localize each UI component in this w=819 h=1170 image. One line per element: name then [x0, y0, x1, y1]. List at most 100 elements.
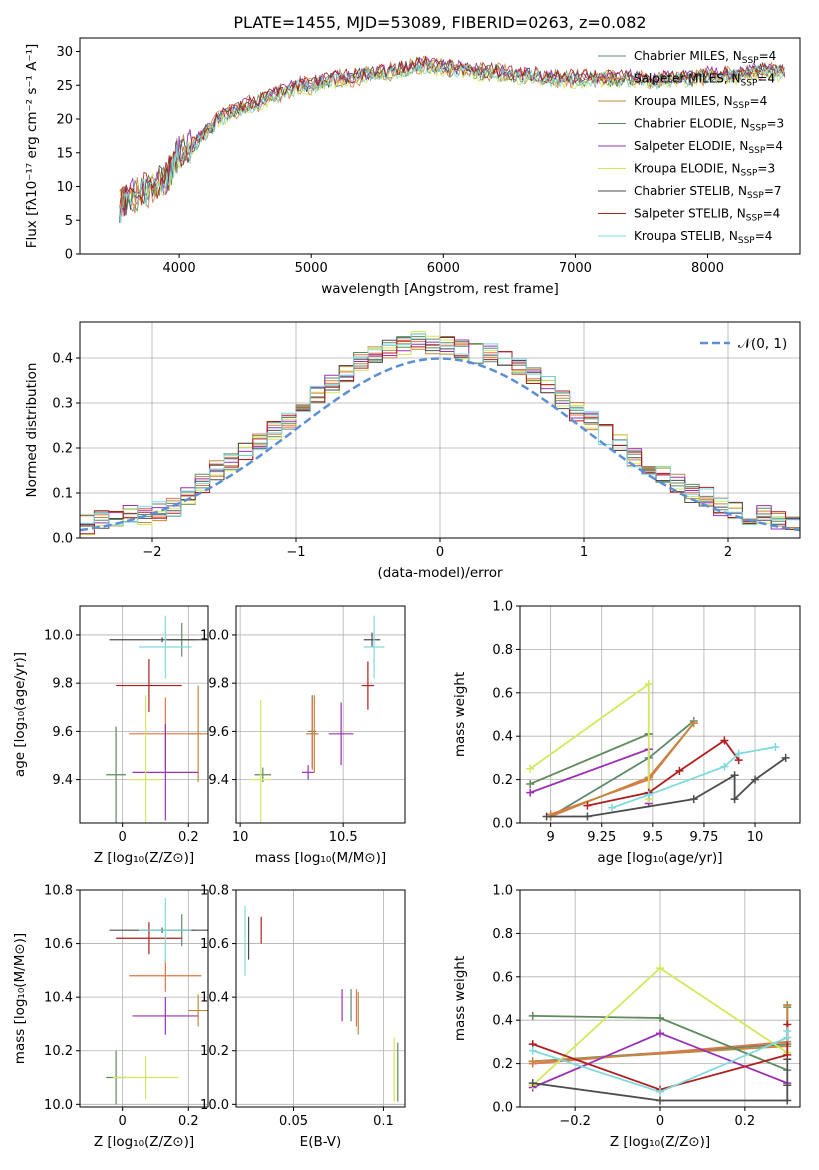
y-tick-label: 0.2 — [52, 442, 73, 457]
y-tick-label: 9.8 — [208, 677, 229, 692]
y-tick-label: 5 — [65, 214, 73, 229]
weight-point-cs — [528, 1079, 537, 1088]
y-tick-label: 9.8 — [52, 677, 73, 692]
age-weight-panel: 9 9.25 9.5 9.75 10 0.0 0.2 0.4 0.6 0.8 1.0 age [log… — [452, 600, 801, 866]
y-tick-label: 0 — [65, 248, 73, 263]
z-mass-xlabel: Z [log₁₀(Z/Z⊙)] — [94, 1134, 194, 1150]
weight-point-ks — [607, 803, 616, 812]
weight-point-cs — [730, 795, 739, 804]
y-tick-label: 10.8 — [44, 884, 73, 899]
y-tick-label: 10 — [56, 180, 73, 195]
x-tick-label: 9.25 — [587, 830, 616, 845]
y-tick-label: 10.0 — [200, 628, 229, 643]
y-tick-label: 0.6 — [492, 686, 513, 701]
y-tick-label: 9.6 — [208, 725, 229, 740]
x-tick-label: 1 — [580, 545, 588, 560]
y-tick-label: 0.8 — [492, 927, 513, 942]
y-tick-label: 0.4 — [52, 352, 73, 367]
y-tick-label: 0.1 — [52, 487, 73, 502]
y-tick-label: 9.6 — [52, 725, 73, 740]
x-tick-label: 9.5 — [643, 830, 664, 845]
axes-frame — [235, 889, 406, 1108]
x-tick-label: 0 — [119, 830, 127, 845]
y-tick-label: 30 — [56, 45, 73, 60]
legend-label-km: Kroupa MILES, NSSP=4 — [634, 94, 767, 111]
histogram-ks — [80, 333, 800, 526]
y-tick-label: 10.2 — [200, 1044, 229, 1059]
z-weight-panel: −0.2 0 0.2 0.0 0.2 0.4 0.6 0.8 1.0 Z [log₁₀(Z/Z⊙)… — [452, 884, 801, 1150]
legend-label-ce: Chabrier ELODIE, NSSP=3 — [634, 117, 784, 134]
normal-curve — [80, 357, 800, 532]
axes-frame — [519, 605, 801, 824]
weight-point-ss — [720, 736, 729, 745]
legend-label-normal: 𝒩(0, 1) — [738, 336, 787, 352]
y-tick-label: 0.6 — [492, 970, 513, 985]
y-tick-label: 9.4 — [52, 773, 73, 788]
x-tick-label: 2 — [724, 545, 732, 560]
residuals-legend: 𝒩(0, 1) — [700, 336, 787, 352]
y-tick-label: 0.2 — [492, 773, 513, 788]
y-tick-label: 0.4 — [492, 730, 513, 745]
weight-point-ce — [656, 1014, 664, 1023]
weight-point-se — [656, 1029, 664, 1038]
weight-point-ce — [526, 779, 535, 788]
x-tick-label: 0 — [119, 1114, 127, 1129]
z-mass-ylabel: mass [log₁₀(M/M⊙)] — [12, 933, 28, 1064]
ebv-mass-panel: 0.05 0.1 10.0 10.2 10.4 10.6 10.8 E(B-V) — [200, 884, 406, 1150]
x-tick-label: 0.2 — [178, 1114, 199, 1129]
ebv-mass-xlabel: E(B-V) — [300, 1134, 342, 1150]
x-tick-label: 0.1 — [373, 1114, 394, 1129]
y-tick-label: 0.2 — [492, 1057, 513, 1072]
y-tick-label: 0.4 — [492, 1014, 513, 1029]
y-tick-label: 20 — [56, 113, 73, 128]
y-tick-label: 15 — [56, 146, 73, 161]
weight-point-cs — [730, 771, 739, 780]
x-tick-label: 0.05 — [279, 1114, 308, 1129]
weight-point-ce — [528, 1011, 537, 1020]
axes-frame — [79, 37, 801, 255]
residuals-xlabel: (data-model)/error — [377, 565, 503, 581]
y-tick-label: 0.0 — [52, 532, 73, 547]
y-tick-label: 10.0 — [200, 1098, 229, 1113]
y-tick-label: 0.0 — [492, 817, 513, 832]
weight-point-km — [783, 1001, 792, 1010]
weight-point-cs — [751, 775, 760, 784]
histogram-cs — [80, 337, 800, 529]
weight-point-cs — [781, 753, 790, 762]
z-weight-xlabel: Z [log₁₀(Z/Z⊙)] — [610, 1134, 710, 1150]
age-weight-xlabel: age [log₁₀(age/yr)] — [597, 850, 722, 866]
weight-point-ss — [783, 1050, 792, 1059]
mass-age-xlabel: mass [log₁₀(M/M⊙)] — [255, 850, 386, 866]
x-tick-label: 9 — [547, 830, 555, 845]
y-tick-label: 10.0 — [44, 628, 73, 643]
y-tick-label: 0.8 — [492, 643, 513, 658]
legend-label-cm: Chabrier MILES, NSSP=4 — [634, 49, 776, 66]
weight-point-ss — [583, 801, 592, 810]
residuals-ylabel: Normed distribution — [24, 363, 40, 498]
y-tick-label: 1.0 — [492, 600, 513, 615]
weight-point-cs — [656, 1096, 664, 1105]
y-tick-label: 10.4 — [200, 991, 229, 1006]
x-tick-label: 4000 — [163, 261, 196, 276]
weight-point-ke — [656, 964, 664, 973]
weight-point-ss — [675, 766, 684, 775]
y-tick-label: 25 — [56, 79, 73, 94]
spectrum-ylabel: Flux [fλ10⁻¹⁷ erg cm⁻² s⁻¹ A⁻¹] — [24, 44, 40, 249]
spectrum-xlabel: wavelength [Angstrom, rest frame] — [321, 281, 559, 297]
axes-frame — [235, 605, 406, 824]
y-tick-label: 10.2 — [44, 1044, 73, 1059]
mass-age-panel: 10 10.5 9.4 9.6 9.8 10.0 mass [log₁₀(M/M⊙)] — [200, 605, 406, 866]
weight-point-ks — [720, 762, 729, 771]
residuals-panel: 𝒩(0, 1) −2 −1 0 1 2 0.0 0.1 0.2 0.3 0.4 (data-model… — [24, 321, 801, 581]
weight-point-km — [689, 719, 698, 728]
weight-point-ks — [528, 1046, 537, 1055]
weight-point-ke — [526, 764, 535, 773]
x-tick-label: 10 — [747, 830, 764, 845]
x-tick-label: 10 — [232, 830, 249, 845]
legend-label-ss: Salpeter STELIB, NSSP=4 — [634, 207, 780, 224]
spectrum-line-ks — [119, 61, 785, 224]
x-tick-label: 10.5 — [329, 830, 358, 845]
histogram-km — [80, 342, 800, 527]
spectrum-panel: 4000 5000 6000 7000 8000 0 5 10 15 20 25 30 waveleng… — [24, 37, 801, 297]
weight-point-ks — [771, 743, 780, 752]
